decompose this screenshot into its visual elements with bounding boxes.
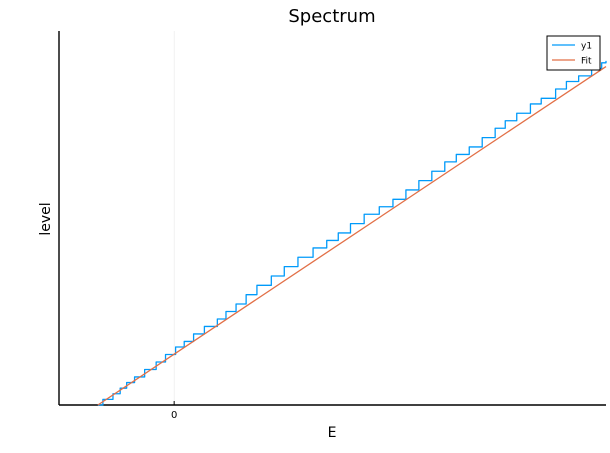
x-tick-label: 0 (171, 410, 177, 421)
legend: y1 Fit (546, 35, 601, 71)
legend-label-y1: y1 (581, 42, 592, 52)
chart-title: Spectrum (288, 6, 375, 27)
x-tick-layer: 0 (171, 401, 177, 421)
x-axis-label: E (328, 425, 337, 441)
legend-label-fit: Fit (581, 57, 592, 67)
legend-box (546, 35, 601, 71)
series-layer (97, 60, 607, 406)
legend-items: y1 Fit (552, 42, 592, 67)
y-axis-label: level (38, 202, 54, 235)
series-line-y1 (97, 60, 607, 406)
series-line-fit (97, 65, 607, 406)
